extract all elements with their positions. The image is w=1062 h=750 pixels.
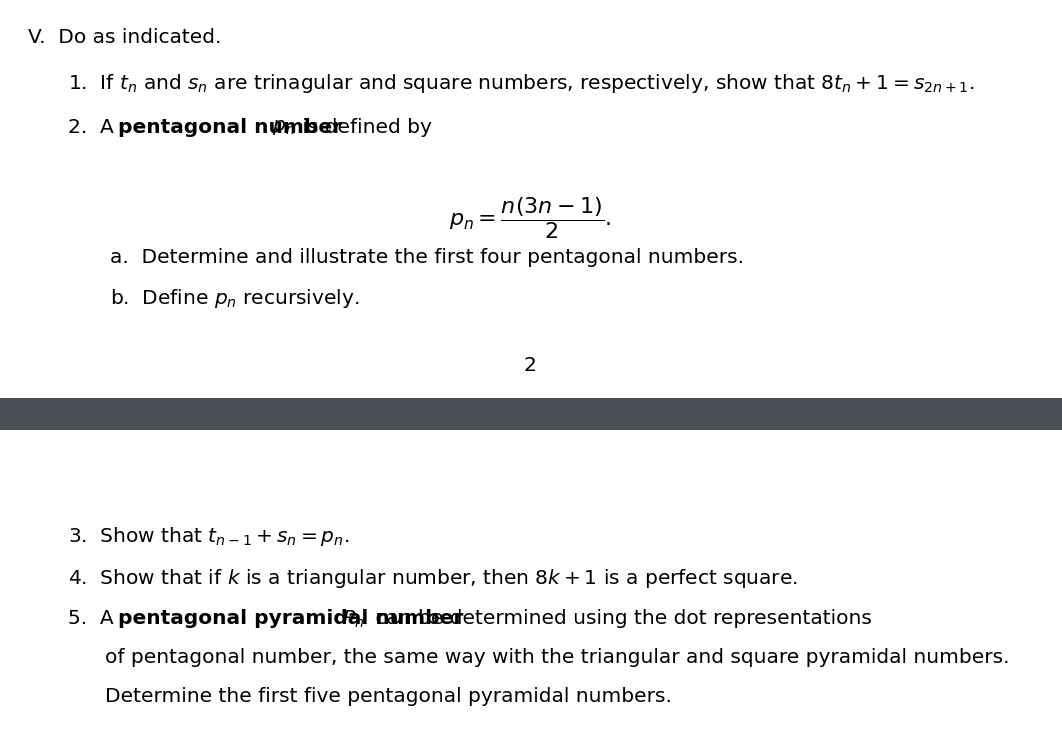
Text: 2: 2: [524, 356, 536, 375]
Text: $p_n = \dfrac{n(3n-1)}{2}.$: $p_n = \dfrac{n(3n-1)}{2}.$: [449, 195, 612, 241]
Text: a.  Determine and illustrate the first four pentagonal numbers.: a. Determine and illustrate the first fo…: [110, 248, 744, 267]
Text: pentagonal number: pentagonal number: [118, 118, 342, 137]
Text: can be determined using the dot representations: can be determined using the dot represen…: [369, 609, 872, 628]
Text: b.  Define $p_n$ recursively.: b. Define $p_n$ recursively.: [110, 287, 360, 310]
Text: V.  Do as indicated.: V. Do as indicated.: [28, 28, 221, 47]
Text: 3.  Show that $t_{n-1} + s_n = p_n$.: 3. Show that $t_{n-1} + s_n = p_n$.: [68, 525, 349, 548]
Text: $p_n$: $p_n$: [266, 118, 295, 137]
Text: 4.  Show that if $k$ is a triangular number, then $8k + 1$ is a perfect square.: 4. Show that if $k$ is a triangular numb…: [68, 567, 798, 590]
Text: 2.  A: 2. A: [68, 118, 120, 137]
Text: 1.  If $t_n$ and $s_n$ are trinagular and square numbers, respectively, show tha: 1. If $t_n$ and $s_n$ are trinagular and…: [68, 72, 975, 95]
Bar: [0, 398, 1062, 430]
Text: Determine the first five pentagonal pyramidal numbers.: Determine the first five pentagonal pyra…: [105, 687, 672, 706]
Text: $P_n$: $P_n$: [336, 609, 364, 630]
Text: pentagonal pyramidal number: pentagonal pyramidal number: [118, 609, 463, 628]
Text: is defined by: is defined by: [296, 118, 432, 137]
Text: of pentagonal number, the same way with the triangular and square pyramidal numb: of pentagonal number, the same way with …: [105, 648, 1010, 667]
Text: 5.  A: 5. A: [68, 609, 120, 628]
